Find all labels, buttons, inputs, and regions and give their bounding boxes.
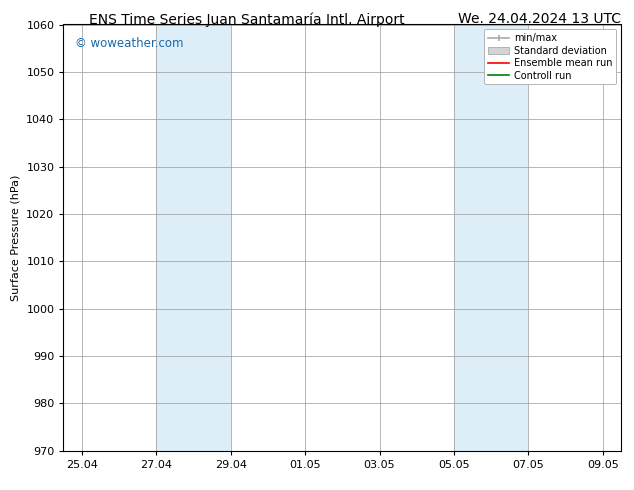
- Bar: [157, 24, 231, 451]
- Text: We. 24.04.2024 13 UTC: We. 24.04.2024 13 UTC: [458, 12, 621, 26]
- Legend: min/max, Standard deviation, Ensemble mean run, Controll run: min/max, Standard deviation, Ensemble me…: [484, 29, 616, 84]
- Bar: [454, 24, 528, 451]
- Y-axis label: Surface Pressure (hPa): Surface Pressure (hPa): [11, 174, 21, 301]
- Text: © woweather.com: © woweather.com: [75, 37, 183, 50]
- Text: ENS Time Series Juan Santamaría Intl. Airport: ENS Time Series Juan Santamaría Intl. Ai…: [89, 12, 404, 27]
